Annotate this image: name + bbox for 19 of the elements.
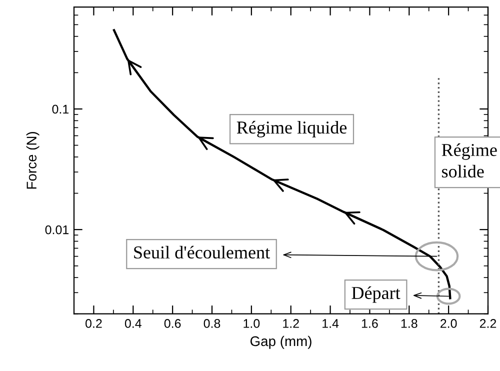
annotation: Seuil d'écoulement (134, 246, 270, 259)
y-axis-title: Force (N) (26, 132, 40, 189)
x-tick-label: 1.0 (244, 319, 260, 328)
x-tick-label: 2.0 (440, 319, 457, 328)
y-tick-label: 0.1 (52, 104, 69, 114)
x-tick-label: 1.2 (283, 319, 299, 328)
annotation: Régime solide (442, 143, 497, 178)
x-tick-label: 0.4 (124, 319, 142, 328)
x-tick-label: 0.6 (164, 319, 181, 328)
y-tick-label: 0.01 (45, 225, 69, 234)
x-tick-label: 0.2 (86, 319, 102, 328)
annotation: Départ (352, 286, 400, 303)
x-tick-label: 0.8 (204, 319, 220, 328)
x-tick-label: 2.2 (480, 319, 496, 328)
annotation: Régime liquide (236, 120, 347, 138)
x-tick-label: 1.4 (322, 319, 339, 328)
x-tick-label: 1.8 (401, 319, 418, 328)
x-tick-label: 1.6 (362, 319, 378, 328)
x-axis-title: Gap (mm) (250, 336, 312, 349)
